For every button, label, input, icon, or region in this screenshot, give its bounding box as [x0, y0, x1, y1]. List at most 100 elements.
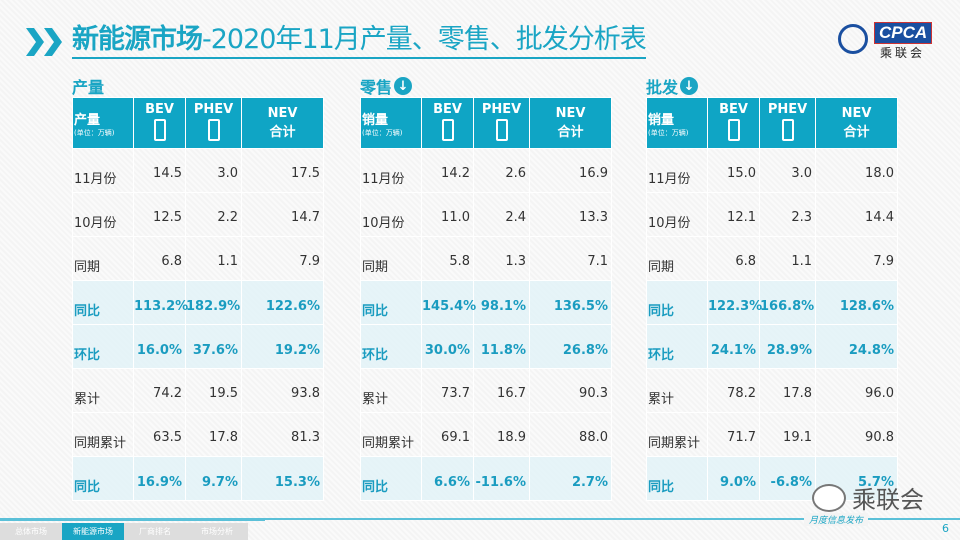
table-row: 11月份 15.0 3.0 18.0 — [646, 148, 898, 193]
col-phev: PHEV — [759, 97, 816, 149]
footer-nav-item[interactable]: 新能源市场 — [62, 523, 124, 540]
cell: 12.5 — [133, 192, 186, 237]
battery-icon — [441, 118, 454, 141]
col-phev: PHEV — [185, 97, 242, 149]
cpca-logo: CPCA 乘联会 — [836, 20, 940, 60]
cell: 同比 — [646, 456, 708, 501]
cell: 同期累计 — [72, 412, 134, 457]
arrow-down-icon: ↓ — [680, 77, 699, 95]
cell: 13.3 — [529, 192, 612, 237]
cell: 3.0 — [185, 148, 242, 193]
table-row: 累计 74.2 19.5 93.8 — [72, 368, 324, 413]
data-table: 产量 (单位：万辆) BEV PHEV NEV 合计 11月份 14.5 3.0 17.5 1… — [72, 97, 324, 501]
cell: 环比 — [72, 324, 134, 369]
table-row: 同期累计 69.1 18.9 88.0 — [360, 412, 612, 457]
cell: 14.2 — [421, 148, 474, 193]
cell: 15.3% — [241, 456, 324, 501]
footer-nav: 总体市场 新能源市场 厂商排名 市场分析 — [0, 523, 248, 540]
cell: 19.5 — [185, 368, 242, 413]
cell: 10月份 — [646, 192, 708, 237]
cell: 18.0 — [815, 148, 898, 193]
cell: 同比 — [360, 456, 422, 501]
table-row: 累计 78.2 17.8 96.0 — [646, 368, 898, 413]
cell: 11月份 — [72, 148, 134, 193]
cell: 30.0% — [421, 324, 474, 369]
chevron-decoration-icon — [26, 28, 62, 56]
charger-icon — [207, 118, 220, 141]
cell: 6.8 — [707, 236, 760, 281]
table-row: 11月份 14.2 2.6 16.9 — [360, 148, 612, 193]
cell: 同比 — [360, 280, 422, 325]
cell: 17.8 — [759, 368, 816, 413]
cell: 11.8% — [473, 324, 530, 369]
cell: 14.7 — [241, 192, 324, 237]
cell: 81.3 — [241, 412, 324, 457]
cell: 145.4% — [421, 280, 476, 325]
section-title: 产量 — [72, 78, 105, 97]
cell: 14.4 — [815, 192, 898, 237]
cell: 7.1 — [529, 236, 612, 281]
section-title: 批发 ↓ — [646, 74, 699, 98]
charger-icon — [495, 118, 508, 141]
cell: 17.8 — [185, 412, 242, 457]
cell: 同期 — [72, 236, 134, 281]
table-row: 同期累计 63.5 17.8 81.3 — [72, 412, 324, 457]
charger-icon — [781, 118, 794, 141]
table-row: 同期 6.8 1.1 7.9 — [646, 236, 898, 281]
cell: 19.1 — [759, 412, 816, 457]
cell: 18.9 — [473, 412, 530, 457]
cell: -6.8% — [759, 456, 816, 501]
cell: 同期 — [360, 236, 422, 281]
cell: 122.3% — [707, 280, 762, 325]
col-nev: NEV 合计 — [815, 97, 898, 149]
footer-divider — [0, 518, 960, 520]
cell: -11.6% — [473, 456, 530, 501]
table-row: 环比 30.0% 11.8% 26.8% — [360, 324, 612, 369]
cell: 69.1 — [421, 412, 474, 457]
cell: 2.3 — [759, 192, 816, 237]
cell: 16.0% — [133, 324, 186, 369]
col-bev: BEV — [133, 97, 186, 149]
cell: 6.8 — [133, 236, 186, 281]
cell: 98.1% — [473, 280, 530, 325]
page-title: 新能源市场-2020年11月产量、零售、批发分析表 — [72, 24, 647, 59]
cell: 128.6% — [815, 280, 898, 325]
cell: 9.0% — [707, 456, 760, 501]
cell: 166.8% — [759, 280, 816, 325]
page-number: 6 — [942, 522, 949, 535]
cell: 88.0 — [529, 412, 612, 457]
cell: 37.6% — [185, 324, 242, 369]
data-table: 销量 (单位：万辆) BEV PHEV NEV 合计 11月份 15.0 3.0 18.0 1… — [646, 97, 898, 501]
table-row: 同比 145.4% 98.1% 136.5% — [360, 280, 612, 325]
footer-nav-item[interactable]: 厂商排名 — [124, 523, 186, 540]
cell: 11月份 — [360, 148, 422, 193]
cell: 11.0 — [421, 192, 474, 237]
cell: 累计 — [646, 368, 708, 413]
cell: 11月份 — [646, 148, 708, 193]
cell: 24.8% — [815, 324, 898, 369]
cell: 93.8 — [241, 368, 324, 413]
cell: 113.2% — [133, 280, 188, 325]
cell: 2.6 — [473, 148, 530, 193]
col-nev: NEV 合计 — [241, 97, 324, 149]
cell: 累计 — [72, 368, 134, 413]
cell: 1.3 — [473, 236, 530, 281]
cell: 同比 — [646, 280, 708, 325]
cell: 16.9 — [529, 148, 612, 193]
monthly-release-label: 月度信息发布 — [804, 513, 869, 526]
table-row: 同期 5.8 1.3 7.1 — [360, 236, 612, 281]
table-row: 同比 9.0% -6.8% 5.7% — [646, 456, 898, 501]
cell: 同期 — [646, 236, 708, 281]
cell: 9.7% — [185, 456, 242, 501]
cell: 环比 — [360, 324, 422, 369]
arrow-down-icon: ↓ — [394, 77, 413, 95]
section-title: 零售 ↓ — [360, 74, 413, 98]
footer-nav-item[interactable]: 市场分析 — [186, 523, 248, 540]
cell: 12.1 — [707, 192, 760, 237]
footer-nav-item[interactable]: 总体市场 — [0, 523, 62, 540]
wechat-icon — [812, 483, 846, 512]
table-row: 累计 73.7 16.7 90.3 — [360, 368, 612, 413]
cell: 96.0 — [815, 368, 898, 413]
cell: 15.0 — [707, 148, 760, 193]
row-header: 销量 (单位：万辆) — [360, 97, 422, 149]
